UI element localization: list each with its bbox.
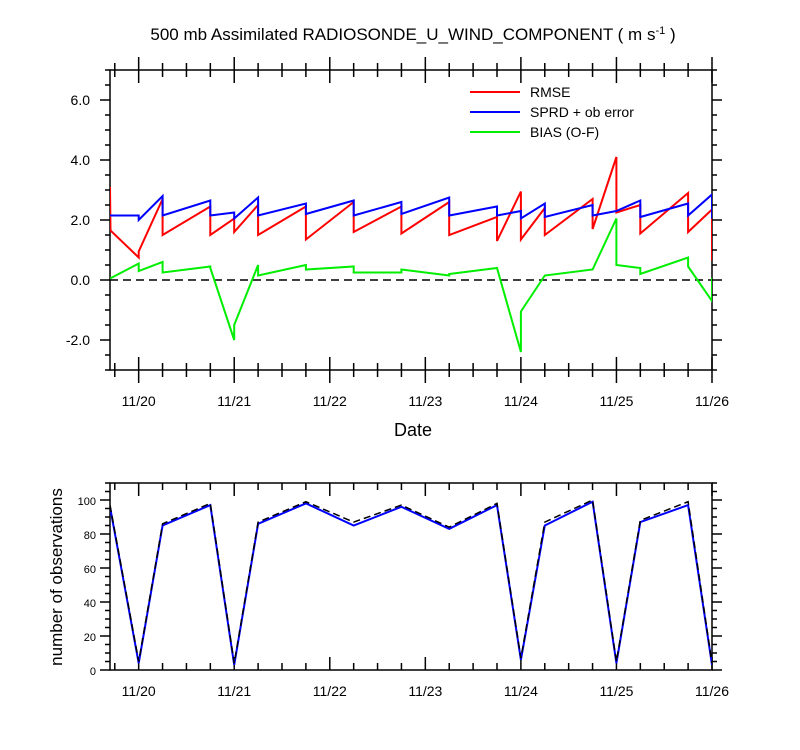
y-axis-label-observations: number of observations [47, 488, 66, 666]
x-tick-label: 11/20 [122, 393, 156, 409]
legend: RMSE SPRD + ob error BIAS (O-F) [470, 84, 634, 140]
x-tick-label: 11/21 [217, 683, 251, 699]
y-tick-label: 2.0 [71, 212, 91, 228]
series-layer [110, 498, 712, 666]
x-tick-label: 11/21 [217, 393, 251, 409]
legend-label: SPRD + ob error [530, 104, 634, 120]
x-tick-label: 11/23 [408, 393, 442, 409]
y-tick-label: 4.0 [71, 152, 91, 168]
series-layer [110, 156, 712, 353]
series-line-bias-o-f [110, 218, 712, 353]
panel-wind-stats: 11/20 11/21 11/22 11/23 11/24 11/25 11/26 -2.0 0… [66, 57, 729, 409]
series-line-sprd-ob-error [110, 193, 712, 223]
y-tick-label: 100 [78, 496, 96, 508]
x-tick-label: 11/26 [695, 393, 729, 409]
series-line-blue [110, 500, 712, 666]
y-tick-label: 20 [84, 632, 96, 644]
y-tick-label: 0.0 [71, 272, 91, 288]
plot-layers: 11/20 11/21 11/22 11/23 11/24 11/25 11/26 -2.0 0… [66, 57, 729, 699]
y-tick-label: 60 [84, 564, 96, 576]
y-tick-label: 80 [84, 530, 96, 542]
y-tick-label: -2.0 [66, 332, 90, 348]
x-tick-label: 11/20 [122, 683, 156, 699]
y-tick-label: 6.0 [71, 92, 91, 108]
x-tick-label: 11/23 [408, 683, 442, 699]
x-tick-label: 11/25 [599, 683, 633, 699]
series-line-dashed [110, 498, 712, 664]
chart-title-close: ) [665, 25, 675, 44]
x-tick-label: 11/24 [504, 683, 538, 699]
chart-title-exponent: -1 [655, 25, 665, 37]
panel-observations: 11/20 11/21 11/22 11/23 11/24 11/25 11/26 0 20 40… [78, 482, 729, 699]
x-tick-label: 11/24 [504, 393, 538, 409]
x-axis-label: Date [394, 420, 432, 440]
y-tick-label: 0 [90, 666, 96, 678]
chart-title: 500 mb Assimilated RADIOSONDE_U_WIND_COM… [150, 25, 675, 44]
legend-label: BIAS (O-F) [530, 124, 599, 140]
legend-label: RMSE [530, 84, 570, 100]
x-tick-label: 11/26 [695, 683, 729, 699]
x-tick-label: 11/25 [599, 393, 633, 409]
y-tick-label: 40 [84, 598, 96, 610]
x-tick-label: 11/22 [313, 393, 347, 409]
chart-title-text: 500 mb Assimilated RADIOSONDE_U_WIND_COM… [150, 25, 655, 44]
x-tick-label: 11/22 [313, 683, 347, 699]
series-line-rmse [110, 156, 712, 261]
